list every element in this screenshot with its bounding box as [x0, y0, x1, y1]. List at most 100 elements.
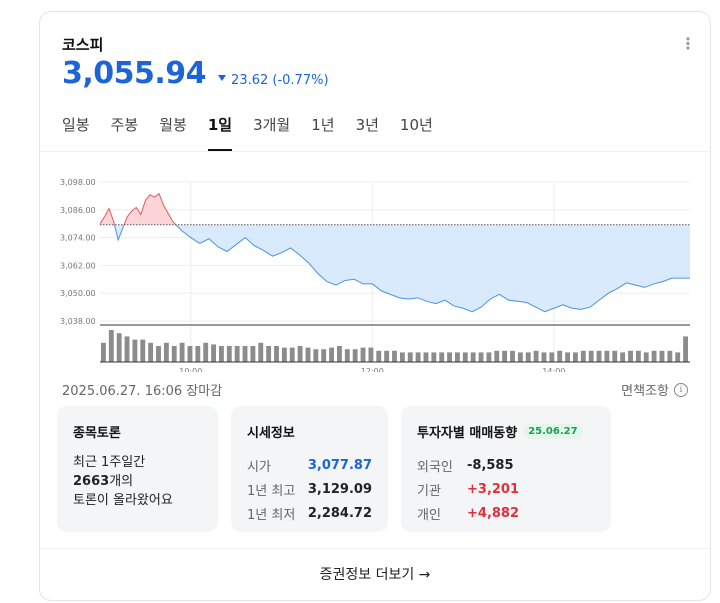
- tab-daily[interactable]: 일봉: [62, 116, 90, 134]
- volume-bar: [171, 346, 177, 362]
- tabs-divider: [40, 151, 710, 152]
- intraday-chart[interactable]: 3,098.00 3,086.00 3,074.00 3,062.00 3,050.00…: [58, 162, 693, 372]
- volume-bar: [384, 350, 390, 362]
- volume-bar: [211, 344, 216, 362]
- discussion-line3: 토론이 올라왔어요: [73, 493, 173, 508]
- timestamp: 2025.06.27. 16:06 장마감: [62, 384, 223, 399]
- discussion-line2: 2663개의: [73, 472, 202, 491]
- date-badge: 25.06.27: [523, 424, 583, 439]
- volume-bar: [549, 352, 555, 362]
- investor-row: 개인 +4,882: [417, 501, 595, 525]
- volume-bar: [423, 352, 429, 362]
- volume-bar: [258, 342, 264, 362]
- discussion-title: 종목토론: [73, 426, 121, 441]
- discussion-count: 2663: [73, 474, 110, 489]
- y-tick-label: 3,062.00: [60, 261, 96, 270]
- y-tick-label: 3,086.00: [60, 206, 96, 215]
- volume-bar: [651, 350, 657, 362]
- current-price: 3,055.94: [62, 56, 207, 91]
- kospi-card: 코스피 ⋮ 3,055.94 23.62 (-0.77%) 일봉 주봉 월봉 1…: [39, 11, 711, 601]
- volume-bar: [392, 350, 397, 362]
- tab-1year[interactable]: 1년: [311, 116, 335, 134]
- investor-label: 기관: [417, 483, 441, 499]
- x-tick-label: 14:00: [542, 367, 565, 372]
- investor-value: +3,201: [467, 481, 520, 497]
- volume-bar: [321, 349, 327, 362]
- volume-bar: [148, 342, 154, 362]
- volume-bar: [376, 350, 382, 362]
- volume-bar: [580, 350, 586, 362]
- volume-bar: [289, 347, 295, 362]
- volume-bar: [675, 352, 681, 362]
- volume-bar: [470, 352, 476, 362]
- index-name: 코스피: [62, 36, 104, 54]
- market-info-label: 1년 최고: [247, 483, 296, 499]
- price-change: 23.62 (-0.77%): [218, 72, 329, 88]
- volume-bar: [368, 347, 374, 362]
- tab-1day[interactable]: 1일: [207, 114, 233, 151]
- volume-bar: [478, 352, 484, 362]
- market-info-value: 3,129.09: [307, 481, 372, 497]
- discussion-box[interactable]: 종목토론 최근 1주일간 2663개의 토론이 올라왔어요: [57, 406, 218, 532]
- volume-bar: [643, 352, 649, 362]
- market-info-label: 1년 최저: [247, 507, 296, 523]
- volume-bar: [281, 347, 287, 362]
- market-info-row: 시가 3,077.87: [247, 453, 372, 477]
- investor-title-row: 투자자별 매매동향 25.06.27: [417, 422, 595, 441]
- market-info-row: 1년 최고 3,129.09: [247, 477, 372, 501]
- volume-bar: [573, 352, 578, 362]
- volume-bar: [557, 350, 563, 362]
- price-change-value: 23.62 (-0.77%): [231, 72, 329, 88]
- volume-bar: [187, 346, 193, 362]
- price-line-down: [113, 224, 690, 313]
- volume-bar: [124, 336, 130, 362]
- volume-bar: [242, 346, 248, 362]
- volume-bar: [439, 352, 445, 362]
- market-info-label: 시가: [247, 459, 271, 475]
- volume-bar: [455, 352, 460, 362]
- y-tick-label: 3,038.00: [60, 317, 96, 326]
- disclaimer-label: 면책조항: [621, 384, 669, 399]
- y-tick-label: 3,098.00: [60, 178, 96, 187]
- more-securities-link[interactable]: 증권정보 더보기 →: [319, 567, 431, 583]
- info-icon: i: [674, 382, 688, 397]
- volume-bar: [179, 342, 185, 362]
- volume-bar: [163, 342, 169, 362]
- volume-bar: [604, 350, 610, 362]
- tab-3years[interactable]: 3년: [355, 116, 379, 134]
- volume-bar: [659, 350, 665, 362]
- volume-bar: [116, 333, 122, 362]
- volume-bar: [305, 347, 311, 362]
- tab-monthly[interactable]: 월봉: [159, 116, 187, 134]
- volume-bar: [266, 346, 272, 362]
- period-tabs: 일봉 주봉 월봉 1일 3개월 1년 3년 10년: [62, 114, 454, 151]
- kebab-icon[interactable]: ⋮: [680, 34, 696, 53]
- disclaimer-link[interactable]: 면책조항 i: [621, 380, 688, 399]
- investor-box[interactable]: 투자자별 매매동향 25.06.27 외국인 -8,585 기관 +3,201 …: [401, 406, 611, 532]
- volume-bar: [195, 346, 201, 362]
- volume-bar: [101, 342, 106, 362]
- volume-bar: [628, 350, 633, 362]
- volume-bar: [612, 350, 618, 362]
- price-line-up: [99, 192, 177, 225]
- tab-10years[interactable]: 10년: [399, 116, 433, 134]
- down-triangle-icon: [218, 75, 227, 81]
- investor-label: 외국인: [417, 459, 453, 475]
- volume-bar: [541, 352, 547, 362]
- volume-bar: [203, 342, 209, 362]
- volume-bar: [517, 352, 523, 362]
- discussion-count-suffix: 개의: [109, 474, 134, 489]
- volume-bar: [108, 330, 114, 362]
- investor-value: +4,882: [467, 505, 520, 521]
- market-info-row: 1년 최저 2,284.72: [247, 501, 372, 525]
- x-tick-label: 12:00: [361, 367, 384, 372]
- volume-bar: [250, 346, 256, 362]
- market-info-value: 3,077.87: [307, 457, 372, 473]
- footer-divider: [40, 548, 710, 549]
- market-info-box[interactable]: 시세정보 시가 3,077.87 1년 최고 3,129.09 1년 최저 2,…: [231, 406, 388, 532]
- investor-row: 외국인 -8,585: [417, 453, 595, 477]
- tab-3months[interactable]: 3개월: [253, 116, 291, 134]
- y-tick-label: 3,050.00: [60, 289, 96, 298]
- tab-weekly[interactable]: 주봉: [110, 116, 139, 134]
- investor-row: 기관 +3,201: [417, 477, 595, 501]
